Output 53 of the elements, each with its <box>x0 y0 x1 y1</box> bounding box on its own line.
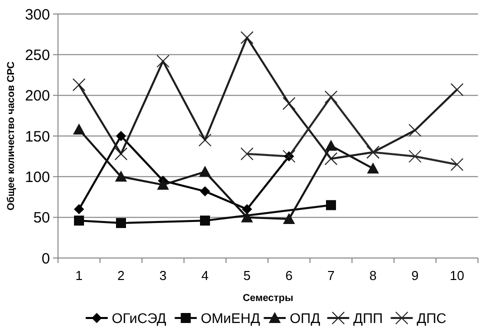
y-tick-label: 150 <box>24 128 50 146</box>
x-tick-label: 10 <box>450 268 464 283</box>
y-axis-title: Общее количество часов СРС <box>6 62 17 210</box>
point <box>115 170 127 182</box>
point <box>240 147 254 160</box>
point <box>157 178 169 190</box>
legend-label: ДПП <box>353 310 383 326</box>
y-tick-label: 200 <box>24 88 50 105</box>
point <box>200 216 210 226</box>
x-tick-label: 8 <box>369 268 377 283</box>
legend-label: ОМиЕНД <box>200 310 261 326</box>
x-tick-label: 4 <box>201 268 209 283</box>
x-tick-label: 5 <box>243 268 251 283</box>
legend-label: ДПС <box>416 310 446 326</box>
y-tick-label: 250 <box>24 46 50 64</box>
point <box>156 54 170 68</box>
legend-label: ОГиСЭД <box>112 310 167 326</box>
y-tick-label: 50 <box>33 210 50 227</box>
point <box>116 130 126 142</box>
point <box>324 90 338 104</box>
point <box>116 218 126 228</box>
point <box>242 204 252 214</box>
point <box>450 83 464 96</box>
point <box>326 200 336 210</box>
x-axis-title: Семестры <box>242 293 294 304</box>
point <box>367 162 379 174</box>
point <box>325 140 337 151</box>
point <box>324 152 338 166</box>
point <box>73 123 85 134</box>
x-tick-label: 3 <box>159 268 167 283</box>
point <box>72 78 86 92</box>
point <box>450 158 464 171</box>
x-tick-label: 1 <box>75 268 83 283</box>
point <box>408 124 422 137</box>
y-tick-label: 100 <box>24 168 50 186</box>
y-tick-label: 0 <box>42 250 50 268</box>
point <box>283 212 295 224</box>
point <box>240 31 254 44</box>
x-tick-label: 7 <box>327 268 335 283</box>
point <box>198 134 212 147</box>
legend-label: ОПД <box>290 310 321 326</box>
point <box>74 216 84 226</box>
point <box>408 150 422 163</box>
point <box>282 96 296 110</box>
x-tick-label: 6 <box>285 268 293 283</box>
point <box>241 211 253 222</box>
x-tick-label: 2 <box>117 268 125 283</box>
point <box>200 186 210 196</box>
y-tick-label: 300 <box>24 6 50 24</box>
x-tick-label: 9 <box>411 268 419 283</box>
point <box>114 147 128 160</box>
point <box>74 204 84 214</box>
point <box>199 166 211 177</box>
